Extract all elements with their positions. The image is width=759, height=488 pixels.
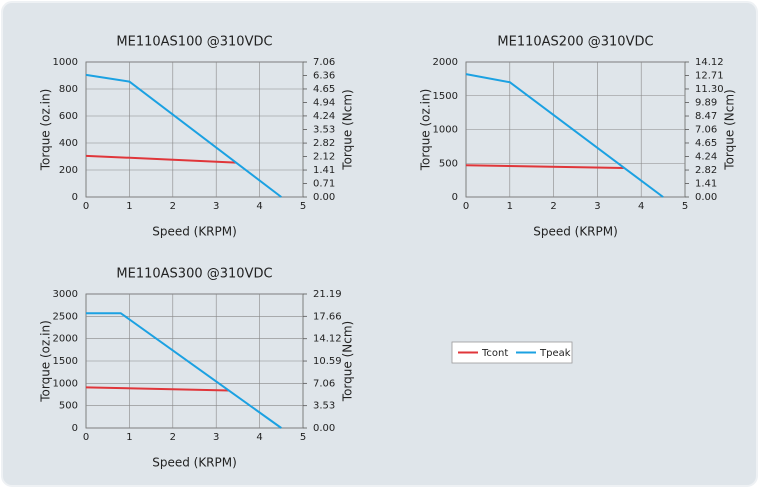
line-series: [85, 386, 230, 392]
line-series: [85, 73, 282, 198]
y2-axis-label: Torque (Ncm): [341, 89, 355, 170]
y2-tick-label: 6.36: [313, 70, 335, 81]
line-series: [465, 164, 624, 169]
y2-tick-label: 1.41: [695, 179, 717, 190]
y-tick-label: 1000: [53, 378, 78, 389]
legend-label: Tpeak: [539, 348, 571, 359]
y-tick-label: 0: [452, 192, 458, 203]
x-tick-label: 2: [170, 201, 176, 212]
x-tick-label: 3: [213, 201, 219, 212]
y2-tick-label: 2.82: [695, 165, 717, 176]
y2-tick-label: 1.41: [313, 165, 335, 176]
y-tick-label: 600: [59, 111, 78, 122]
x-tick-label: 5: [300, 432, 306, 443]
chart-title: ME110AS200 @310VDC: [497, 35, 653, 50]
y-tick-label: 2500: [53, 311, 78, 322]
x-tick-label: 5: [300, 201, 306, 212]
line-series: [465, 73, 664, 198]
y-axis-label: Torque (oz.in): [419, 89, 433, 172]
line-series: [86, 312, 282, 429]
y2-tick-label: 2.12: [313, 151, 335, 162]
y2-tick-label: 21.19: [313, 289, 342, 300]
y-tick-label: 1000: [433, 125, 458, 136]
y-tick-label: 0: [72, 192, 78, 203]
y2-tick-label: 10.59: [313, 356, 342, 367]
x-tick-label: 0: [83, 432, 89, 443]
x-tick-label: 1: [507, 201, 513, 212]
y2-tick-label: 14.12: [695, 57, 724, 68]
x-tick-label: 0: [463, 201, 469, 212]
y2-tick-label: 4.94: [313, 98, 335, 109]
y2-tick-label: 9.89: [695, 97, 717, 108]
y2-tick-label: 7.06: [695, 125, 717, 136]
y2-tick-label: 0.71: [313, 178, 335, 189]
y-tick-label: 800: [59, 84, 78, 95]
x-tick-label: 4: [256, 432, 262, 443]
y-tick-label: 2000: [433, 57, 458, 68]
x-tick-label: 3: [594, 201, 600, 212]
legend-label: Tcont: [481, 348, 508, 359]
y2-tick-label: 3.53: [313, 401, 335, 412]
y2-tick-label: 11.30: [695, 84, 724, 95]
y-axis-label: Torque (oz.in): [39, 320, 53, 403]
y2-axis-label: Torque (Ncm): [723, 89, 737, 170]
x-tick-label: 3: [213, 432, 219, 443]
y2-tick-label: 4.24: [695, 151, 717, 162]
y-tick-label: 0: [72, 423, 78, 434]
line-series: [85, 154, 236, 164]
y2-tick-label: 0.00: [313, 192, 335, 203]
y2-tick-label: 12.71: [695, 70, 724, 81]
chart-title: ME110AS100 @310VDC: [116, 35, 272, 50]
y-tick-label: 3000: [53, 289, 78, 300]
x-tick-label: 0: [83, 201, 89, 212]
y2-tick-label: 3.53: [313, 125, 335, 136]
y2-tick-label: 14.12: [313, 334, 342, 345]
x-tick-label: 2: [170, 432, 176, 443]
legend: [451, 341, 573, 364]
y2-tick-label: 0.00: [695, 192, 717, 203]
y-tick-label: 500: [439, 158, 458, 169]
y2-axis-label: Torque (Ncm): [341, 321, 355, 402]
y-tick-label: 1000: [53, 57, 78, 68]
y2-tick-label: 0.00: [313, 423, 335, 434]
x-tick-label: 4: [256, 201, 262, 212]
y2-tick-label: 4.65: [695, 138, 717, 149]
x-tick-label: 5: [682, 201, 688, 212]
x-axis-label: Speed (KRPM): [152, 456, 237, 470]
x-tick-label: 4: [638, 201, 644, 212]
y-axis-label: Torque (oz.in): [39, 89, 53, 172]
x-tick-label: 1: [126, 432, 132, 443]
x-tick-label: 2: [550, 201, 556, 212]
y2-tick-label: 17.66: [313, 311, 342, 322]
chart-title: ME110AS300 @310VDC: [116, 267, 272, 282]
y-tick-label: 1500: [53, 356, 78, 367]
x-axis-label: Speed (KRPM): [152, 225, 237, 239]
x-axis-label: Speed (KRPM): [533, 225, 618, 239]
y-tick-label: 500: [59, 401, 78, 412]
y2-tick-label: 4.65: [313, 84, 335, 95]
y-tick-label: 400: [59, 138, 78, 149]
y2-tick-label: 8.47: [695, 111, 717, 122]
y2-tick-label: 2.82: [313, 138, 335, 149]
y2-tick-label: 7.06: [313, 57, 335, 68]
y2-tick-label: 7.06: [313, 378, 335, 389]
y-tick-label: 1500: [433, 91, 458, 102]
y-tick-label: 200: [59, 165, 78, 176]
x-tick-label: 1: [126, 201, 132, 212]
y2-tick-label: 4.24: [313, 111, 335, 122]
y-tick-label: 2000: [53, 334, 78, 345]
